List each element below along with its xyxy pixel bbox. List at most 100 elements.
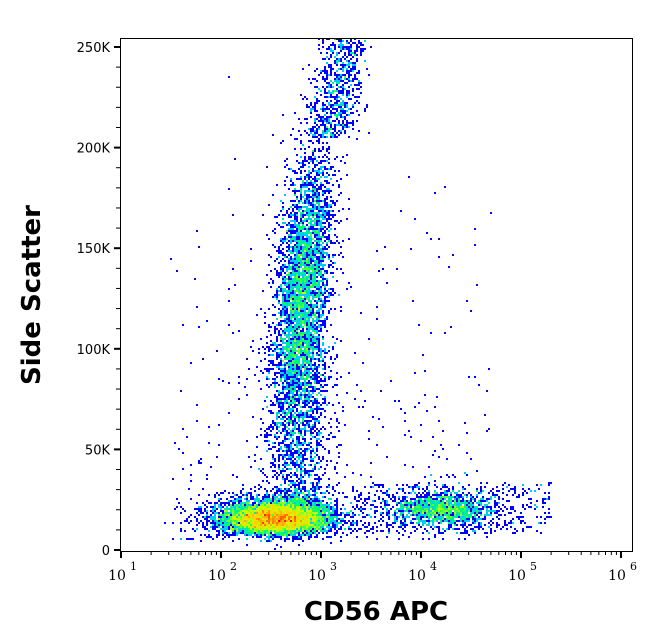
- density-cell: [314, 332, 316, 334]
- density-cell: [282, 254, 284, 256]
- density-cell: [276, 412, 278, 414]
- density-cell: [304, 504, 306, 506]
- density-cell: [270, 502, 272, 504]
- density-cell: [290, 350, 292, 352]
- density-cell: [320, 380, 322, 382]
- density-cell: [292, 268, 294, 270]
- density-cell: [314, 150, 316, 152]
- density-cell: [308, 310, 310, 312]
- density-cell: [288, 516, 290, 518]
- density-cell: [246, 512, 248, 514]
- density-cell: [302, 264, 304, 266]
- density-cell: [342, 518, 344, 520]
- density-cell: [308, 286, 310, 288]
- density-cell: [260, 458, 262, 460]
- density-cell: [272, 446, 274, 448]
- density-cell: [302, 256, 304, 258]
- density-cell: [336, 180, 338, 182]
- density-cell: [330, 54, 332, 56]
- density-cell: [334, 526, 336, 528]
- density-cell: [298, 272, 300, 274]
- density-cell: [296, 358, 298, 360]
- density-cell: [244, 518, 246, 520]
- density-cell: [298, 430, 300, 432]
- density-cell: [328, 174, 330, 176]
- density-cell: [334, 136, 336, 138]
- density-cell: [312, 210, 314, 212]
- density-cell: [330, 530, 332, 532]
- density-cell: [342, 110, 344, 112]
- density-cell: [224, 502, 226, 504]
- density-cell: [288, 234, 290, 236]
- density-cell: [306, 382, 308, 384]
- density-cell: [296, 470, 298, 472]
- density-cell: [246, 496, 248, 498]
- density-cell: [320, 264, 322, 266]
- density-cell: [272, 534, 274, 536]
- density-cell: [312, 178, 314, 180]
- density-cell: [316, 388, 318, 390]
- density-cell: [316, 340, 318, 342]
- density-cell: [288, 404, 290, 406]
- density-cell: [324, 528, 326, 530]
- density-cell: [272, 488, 274, 490]
- density-cell: [312, 252, 314, 254]
- density-cell: [276, 376, 278, 378]
- density-cell: [310, 314, 312, 316]
- density-cell: [360, 42, 362, 44]
- density-cell: [350, 502, 352, 504]
- density-cell: [220, 508, 222, 510]
- density-cell: [272, 426, 274, 428]
- density-cell: [330, 502, 332, 504]
- density-cell: [294, 324, 296, 326]
- density-cell: [282, 298, 284, 300]
- density-cell: [318, 488, 320, 490]
- density-cell: [250, 514, 252, 516]
- density-cell: [300, 274, 302, 276]
- density-cell: [316, 118, 318, 120]
- density-cell: [246, 506, 248, 508]
- density-cell: [330, 204, 332, 206]
- density-cell: [316, 442, 318, 444]
- density-cell: [266, 516, 268, 518]
- density-cell: [318, 364, 320, 366]
- density-cell: [310, 294, 312, 296]
- density-cell: [308, 228, 310, 230]
- density-cell: [284, 400, 286, 402]
- density-cell: [302, 160, 304, 162]
- density-cell: [306, 256, 308, 258]
- density-cell: [222, 532, 224, 534]
- density-cell: [312, 188, 314, 190]
- density-cell: [316, 190, 318, 192]
- density-cell: [262, 422, 264, 424]
- density-cell: [264, 348, 266, 350]
- density-cell: [322, 58, 324, 60]
- density-cell: [256, 516, 258, 518]
- density-cell: [218, 530, 220, 532]
- density-cell: [304, 472, 306, 474]
- density-cell: [320, 500, 322, 502]
- density-cell: [294, 500, 296, 502]
- density-cell: [324, 88, 326, 90]
- density-cell: [304, 426, 306, 428]
- density-cell: [302, 320, 304, 322]
- density-cell: [288, 432, 290, 434]
- density-cell: [310, 260, 312, 262]
- density-cell: [304, 274, 306, 276]
- density-cell: [280, 432, 282, 434]
- density-cell: [314, 218, 316, 220]
- density-cell: [306, 388, 308, 390]
- density-cell: [286, 526, 288, 528]
- density-cell: [284, 518, 286, 520]
- density-cell: [180, 528, 182, 530]
- density-cell: [326, 112, 328, 114]
- density-cell: [294, 444, 296, 446]
- density-cell: [320, 432, 322, 434]
- density-cell: [304, 346, 306, 348]
- density-cell: [290, 180, 292, 182]
- density-cell: [348, 90, 350, 92]
- density-cell: [308, 530, 310, 532]
- density-cell: [276, 490, 278, 492]
- density-cell: [276, 526, 278, 528]
- density-cell: [322, 156, 324, 158]
